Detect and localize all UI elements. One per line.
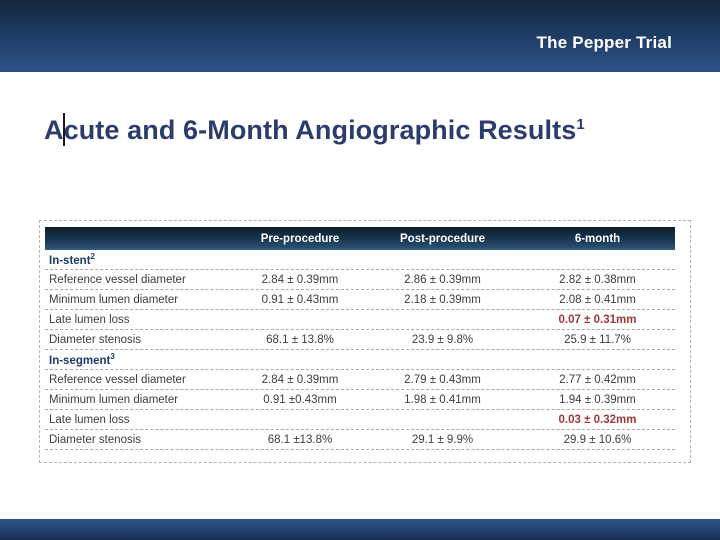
table-cell: 25.9 ± 11.7%: [564, 333, 631, 346]
table-header-post-procedure: Post-procedure: [400, 232, 485, 245]
table-cell: 0.91 ± 0.43mm: [261, 293, 339, 306]
table-row: Diameter stenosis 68.1 ±13.8% 29.1 ± 9.9…: [45, 430, 675, 450]
row-label: Minimum lumen diameter: [49, 293, 179, 306]
section-label: In-stent: [49, 254, 91, 267]
table-row: Late lumen loss 0.07 ± 0.31mm: [45, 310, 675, 330]
slide-header-title: The Pepper Trial: [536, 33, 672, 52]
table-cell-highlighted: 0.03 ± 0.32mm: [558, 413, 637, 426]
page-title-text: Acute and 6-Month Angiographic Results: [44, 115, 577, 145]
row-label: Diameter stenosis: [49, 333, 142, 346]
table-cell: 23.9 ± 9.8%: [411, 333, 474, 346]
row-label: Reference vessel diameter: [49, 273, 186, 286]
table-row-section-in-segment: In-segment3: [45, 350, 675, 370]
table-cell: 2.79 ± 0.43mm: [404, 373, 481, 386]
row-label: Reference vessel diameter: [49, 373, 186, 386]
section-label: In-segment: [49, 354, 111, 367]
table-header-pre-procedure: Pre-procedure: [260, 232, 340, 245]
table-cell: 2.84 ± 0.39mm: [261, 273, 339, 286]
row-label: Diameter stenosis: [49, 433, 142, 446]
table-row: Reference vessel diameter 2.84 ± 0.39mm …: [45, 370, 675, 390]
row-label: Late lumen loss: [49, 313, 130, 326]
page-title[interactable]: Acute and 6-Month Angiographic Results1: [44, 115, 585, 146]
table-row: Diameter stenosis 68.1 ± 13.8% 23.9 ± 9.…: [45, 330, 675, 350]
table-cell: 0.91 ±0.43mm: [263, 393, 337, 406]
slide-footer-bar: [0, 519, 720, 540]
table-row: Reference vessel diameter 2.84 ± 0.39mm …: [45, 270, 675, 290]
table-row-section-in-stent: In-stent2: [45, 250, 675, 270]
row-label: Late lumen loss: [49, 413, 130, 426]
table-cell: 2.82 ± 0.38mm: [559, 273, 636, 286]
table-cell: 29.9 ± 10.6%: [563, 433, 632, 446]
table-row: Minimum lumen diameter 0.91 ±0.43mm 1.98…: [45, 390, 675, 410]
table-cell: 1.94 ± 0.39mm: [559, 393, 636, 406]
section-superscript: 3: [110, 352, 115, 362]
table-cell-highlighted: 0.07 ± 0.31mm: [558, 313, 637, 326]
table-selection-frame: [39, 220, 691, 463]
table-cell: 2.77 ± 0.42mm: [559, 373, 636, 386]
table-cell: 2.86 ± 0.39mm: [404, 273, 481, 286]
text-cursor: [63, 113, 65, 146]
table-row: Late lumen loss 0.03 ± 0.32mm: [45, 410, 675, 430]
row-label: Minimum lumen diameter: [49, 393, 179, 406]
table-cell: 68.1 ±13.8%: [267, 433, 333, 446]
table-header-6-month: 6-month: [574, 232, 621, 245]
table-cell: 2.84 ± 0.39mm: [261, 373, 339, 386]
table-cell: 2.08 ± 0.41mm: [559, 293, 636, 306]
slide-header-bar: The Pepper Trial: [0, 0, 720, 72]
table-cell: 68.1 ± 13.8%: [266, 333, 334, 346]
table-cell: 2.18 ± 0.39mm: [404, 293, 481, 306]
section-superscript: 2: [90, 252, 95, 262]
table-row: Minimum lumen diameter 0.91 ± 0.43mm 2.1…: [45, 290, 675, 310]
angiographic-results-table[interactable]: Pre-procedure Post-procedure 6-month In-…: [45, 227, 675, 450]
table-cell: 29.1 ± 9.9%: [411, 433, 474, 446]
table-header-row: Pre-procedure Post-procedure 6-month: [45, 227, 675, 250]
page-title-superscript: 1: [576, 116, 585, 133]
table-cell: 1.98 ± 0.41mm: [404, 393, 481, 406]
